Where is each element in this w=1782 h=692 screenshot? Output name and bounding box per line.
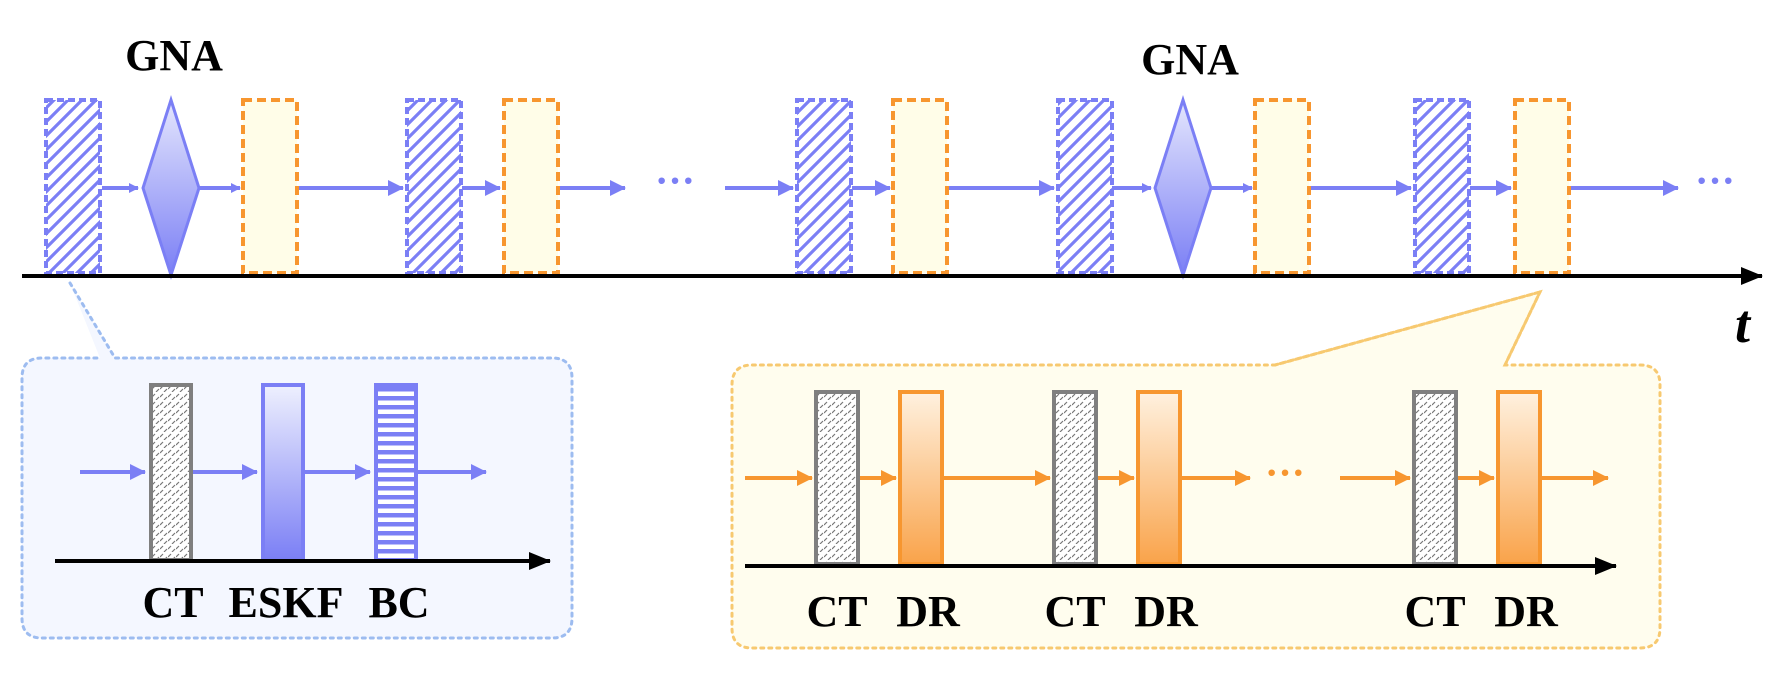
dr-block — [891, 98, 949, 275]
gna-diamond-icon — [1153, 95, 1213, 280]
gna-label: GNA — [1141, 35, 1239, 84]
ct-label: CT — [1044, 587, 1105, 636]
dr-label: DR — [896, 587, 961, 636]
ct-block — [814, 390, 860, 566]
hatched-block — [1056, 98, 1114, 275]
dr-block — [241, 98, 299, 275]
ellipsis: ··· — [1695, 158, 1735, 203]
ct-block — [1052, 390, 1098, 566]
dr-label: DR — [1134, 587, 1199, 636]
dr-block — [1136, 390, 1182, 566]
ct-label: CT — [1404, 587, 1465, 636]
dr-block — [898, 390, 944, 566]
eskf-label: ESKF — [229, 578, 344, 627]
callout-orange-pointer — [1273, 289, 1543, 367]
dr-block — [1513, 98, 1571, 275]
ellipsis: ··· — [655, 158, 695, 203]
dr-block — [1496, 390, 1542, 566]
dr-label: DR — [1494, 587, 1559, 636]
ellipsis: ··· — [1265, 450, 1305, 495]
gna-diamond-icon — [141, 95, 201, 280]
ct-label: CT — [806, 587, 867, 636]
bc-label: BC — [368, 578, 429, 627]
ct-label: CT — [142, 578, 203, 627]
dr-block — [502, 98, 560, 275]
ct-block — [149, 383, 193, 562]
hatched-block — [405, 98, 463, 275]
top-timeline: ··· ··· — [44, 95, 1735, 280]
bc-block — [374, 383, 418, 562]
dr-block — [1253, 98, 1311, 275]
blue-callout-content: CT ESKF BC — [55, 383, 551, 627]
hatched-block — [795, 98, 853, 275]
hatched-block — [44, 98, 102, 275]
orange-callout-content: ··· CT DR CT DR CT DR — [745, 390, 1617, 636]
eskf-block — [261, 383, 305, 562]
ct-block — [1412, 390, 1458, 566]
time-axis-label: t — [1735, 294, 1752, 354]
gna-label: GNA — [125, 31, 223, 80]
hatched-block — [1413, 98, 1471, 275]
